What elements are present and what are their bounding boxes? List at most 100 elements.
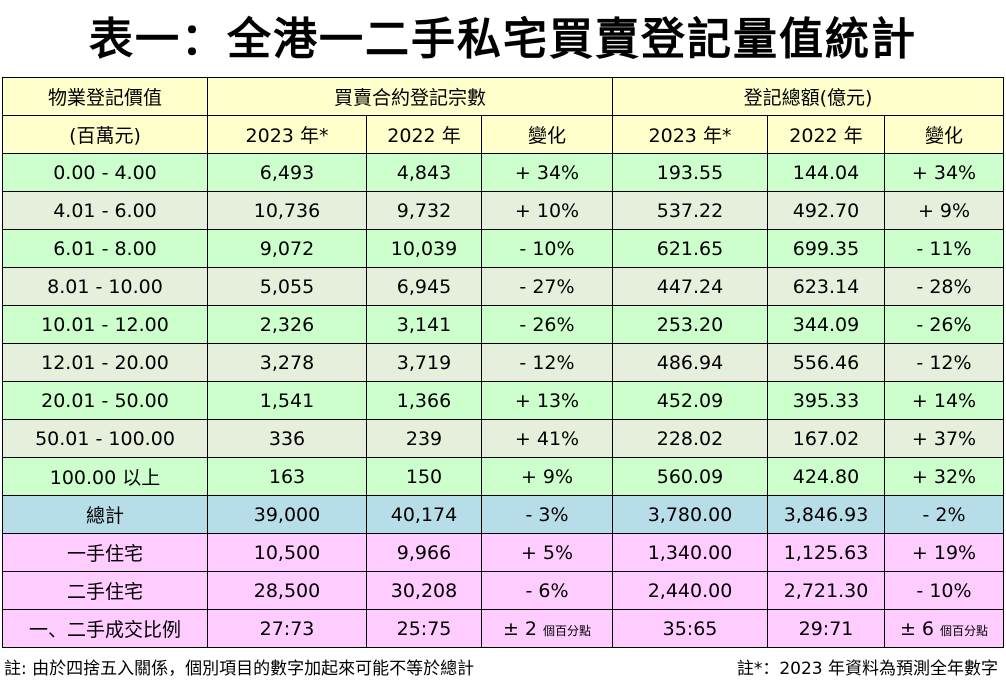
cell-value: 253.20	[656, 313, 724, 336]
cell-range: 20.01 - 50.00	[2, 381, 208, 420]
cell-vchg: - 26%	[884, 305, 1004, 344]
cell-c22: 239	[366, 419, 482, 458]
cell-v22: 492.70	[767, 191, 885, 230]
cell-vchg: - 2%	[884, 495, 1004, 534]
cell-value: 35:65	[662, 617, 718, 640]
cell-c23: 28,500	[207, 571, 367, 610]
cell-v23: 253.20	[612, 305, 768, 344]
cell-vchg: - 28%	[884, 267, 1004, 306]
cell-c22: 150	[366, 457, 482, 496]
cell-value: 492.70	[792, 199, 860, 222]
cell-c22: 25:75	[366, 609, 482, 648]
cell-v23: 193.55	[612, 153, 768, 192]
cell-value: - 12%	[916, 351, 972, 374]
cell-value: - 26%	[519, 313, 575, 336]
cell-value: 2,440.00	[647, 579, 733, 602]
cell-cchg: + 34%	[481, 153, 613, 192]
cell-value: + 19%	[911, 541, 977, 564]
cell-value: 3,846.93	[783, 503, 869, 526]
cell-value: 163	[268, 465, 306, 488]
cell-cchg: - 10%	[481, 229, 613, 268]
cell-value: 239	[405, 427, 443, 450]
cell-c22: 4,843	[366, 153, 482, 192]
cell-value: 2,326	[259, 313, 315, 336]
cell-value: 537.22	[656, 199, 724, 222]
cell-value: 8.01 - 10.00	[47, 275, 163, 298]
cell-c23: 3,278	[207, 343, 367, 382]
cell-range: 8.01 - 10.00	[2, 267, 208, 306]
cell-value: 100.00 以上	[49, 467, 161, 489]
cell-value: 486.94	[656, 351, 724, 374]
table-row: 一、二手成交比例 27:73 25:75 ± 2 個百分點 35:65 29:71 ± 6 …	[2, 609, 1004, 648]
cell-value: - 6%	[525, 579, 569, 602]
table-row: 10.01 - 12.00 2,326 3,141 - 26% 253.20 344.09…	[2, 305, 1004, 344]
cell-c23: 39,000	[207, 495, 367, 534]
cell-value: 39,000	[253, 503, 321, 526]
table-row: 一手住宅 10,500 9,966 + 5% 1,340.00 1,125.63 + 19%	[2, 533, 1004, 572]
cell-v22: 2,721.30	[767, 571, 885, 610]
cell-value: 1,125.63	[783, 541, 869, 564]
cell-value: 一、二手成交比例	[28, 619, 181, 641]
cell-v23: 560.09	[612, 457, 768, 496]
header-value-2023: 2023 年*	[612, 115, 768, 154]
table-row: 50.01 - 100.00 336 239 + 41% 228.02 167.02 + 3…	[2, 419, 1004, 458]
cell-v23: 228.02	[612, 419, 768, 458]
header-total-value: 登記總額(億元)	[612, 77, 1004, 116]
cell-value: 40,174	[390, 503, 458, 526]
cell-vchg: - 12%	[884, 343, 1004, 382]
cell-value: 10,039	[390, 237, 458, 260]
cell-cchg: + 10%	[481, 191, 613, 230]
cell-range: 12.01 - 20.00	[2, 343, 208, 382]
cell-v23: 3,780.00	[612, 495, 768, 534]
cell-value: 344.09	[792, 313, 860, 336]
cell-vchg: + 34%	[884, 153, 1004, 192]
cell-value: 9,072	[259, 237, 315, 260]
cell-value: + 13%	[514, 389, 580, 412]
header-row-1: 物業登記價值 買賣合約登記宗數 登記總額(億元)	[2, 77, 1004, 116]
cell-value: - 10%	[916, 579, 972, 602]
cell-value: 9,732	[396, 199, 452, 222]
cell-range: 6.01 - 8.00	[2, 229, 208, 268]
cell-value: 27:73	[259, 617, 315, 640]
cell-value: 336	[268, 427, 306, 450]
cell-value: + 5%	[520, 541, 574, 564]
cell-value: - 26%	[916, 313, 972, 336]
cell-unit: 個百分點	[940, 623, 989, 638]
cell-value: + 34%	[911, 161, 977, 184]
cell-value: - 12%	[519, 351, 575, 374]
cell-cchg: - 6%	[481, 571, 613, 610]
table-row: 100.00 以上 163 150 + 9% 560.09 424.80 + 32%	[2, 457, 1004, 496]
cell-value: 193.55	[656, 161, 724, 184]
table-row: 0.00 - 4.00 6,493 4,843 + 34% 193.55 144.04 + …	[2, 153, 1004, 192]
cell-value: 總計	[85, 505, 124, 527]
cell-v22: 556.46	[767, 343, 885, 382]
cell-value: - 3%	[525, 503, 569, 526]
cell-value: + 9%	[917, 199, 971, 222]
cell-value: 1,541	[259, 389, 315, 412]
cell-value: + 14%	[911, 389, 977, 412]
cell-v23: 621.65	[612, 229, 768, 268]
cell-v23: 447.24	[612, 267, 768, 306]
cell-unit: 個百分點	[543, 623, 592, 638]
cell-value: 556.46	[792, 351, 860, 374]
cell-value: 6,945	[396, 275, 452, 298]
header-count-change: 變化	[481, 115, 613, 154]
cell-value: 一手住宅	[66, 543, 143, 565]
cell-range: 一、二手成交比例	[2, 609, 208, 648]
cell-cchg: + 13%	[481, 381, 613, 420]
cell-value: + 9%	[520, 465, 574, 488]
cell-v23: 35:65	[612, 609, 768, 648]
cell-vchg: - 11%	[884, 229, 1004, 268]
cell-range: 0.00 - 4.00	[2, 153, 208, 192]
cell-c22: 30,208	[366, 571, 482, 610]
cell-value: 0.00 - 4.00	[53, 161, 157, 184]
cell-v22: 699.35	[767, 229, 885, 268]
cell-value: 4.01 - 6.00	[53, 199, 157, 222]
cell-value: - 2%	[922, 503, 966, 526]
cell-value: 29:71	[798, 617, 854, 640]
cell-v23: 486.94	[612, 343, 768, 382]
header-unit: (百萬元)	[2, 115, 208, 154]
cell-value: ± 2	[502, 617, 537, 640]
cell-value: 28,500	[253, 579, 321, 602]
table-row: 8.01 - 10.00 5,055 6,945 - 27% 447.24 623.14 -…	[2, 267, 1004, 306]
